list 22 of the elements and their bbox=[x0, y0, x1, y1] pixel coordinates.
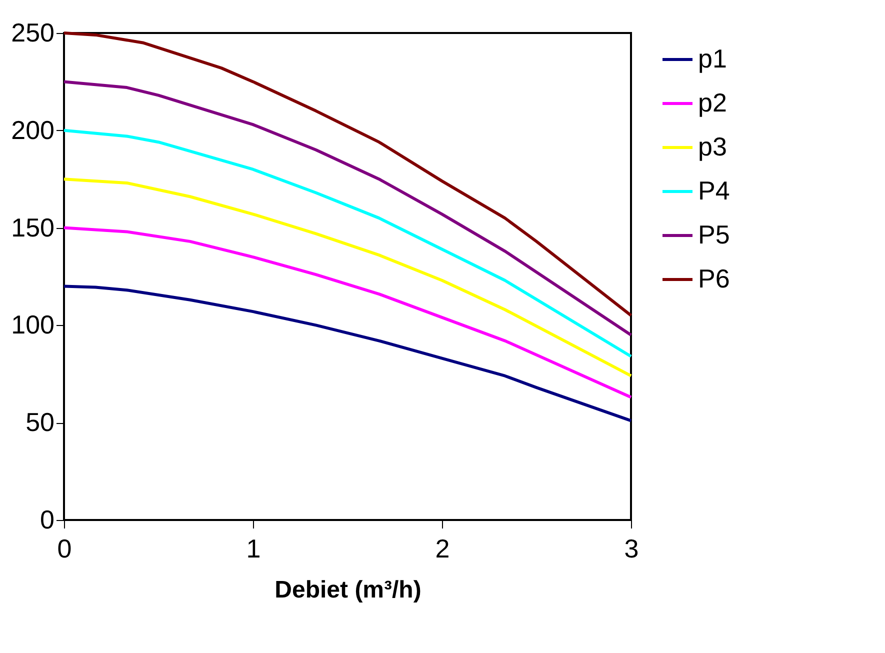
legend-label: p2 bbox=[698, 88, 727, 118]
line-series bbox=[62, 284, 632, 422]
line-series bbox=[62, 226, 632, 399]
y-tick-label: 250 bbox=[11, 18, 54, 48]
legend-label: p3 bbox=[698, 132, 727, 162]
y-tick-label: 200 bbox=[11, 114, 54, 145]
x-axis-title: Debiet (m³/h) bbox=[274, 576, 422, 604]
legend-label: P5 bbox=[698, 220, 730, 250]
legend-label: P6 bbox=[698, 264, 730, 294]
x-tick-label: 3 bbox=[624, 534, 639, 564]
legend-label: P4 bbox=[698, 176, 730, 206]
y-tick-label: 100 bbox=[11, 310, 54, 340]
y-tick-label: 150 bbox=[11, 212, 54, 242]
y-tick-label: 50 bbox=[26, 407, 54, 438]
y-tick-label: 0 bbox=[40, 504, 54, 534]
line-series bbox=[62, 128, 632, 358]
legend-label: p1 bbox=[698, 44, 727, 74]
x-tick-label: 1 bbox=[246, 534, 261, 564]
x-tick-label: 2 bbox=[435, 534, 450, 564]
line-series bbox=[62, 80, 632, 336]
line-series bbox=[62, 178, 632, 378]
line-series bbox=[62, 32, 632, 317]
